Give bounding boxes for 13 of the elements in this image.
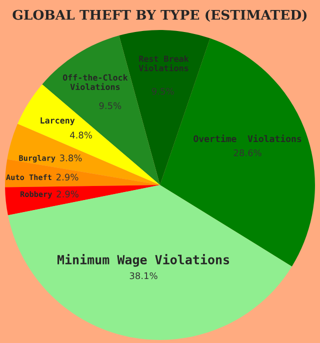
- data-label: 2.9%: [56, 174, 78, 181]
- slice-label: Rest Break Violations: [138, 55, 189, 72]
- data-label: 3.8%: [60, 154, 82, 162]
- slice-label: Overtime Violations: [194, 134, 302, 142]
- data-label: 38.1%: [130, 272, 158, 280]
- data-label: 28.6%: [234, 149, 262, 156]
- data-label: 9.5%: [99, 102, 122, 110]
- slice-label: Off-the-Clock Violations: [62, 74, 128, 90]
- data-label: 2.9%: [56, 190, 78, 198]
- data-label: 4.8%: [70, 132, 92, 139]
- slice-label: Larceny: [40, 117, 75, 126]
- slice-label: Minimum Wage Violations: [57, 254, 230, 267]
- chart-title: GLOBAL THEFT BY TYPE (ESTIMATED): [12, 10, 307, 22]
